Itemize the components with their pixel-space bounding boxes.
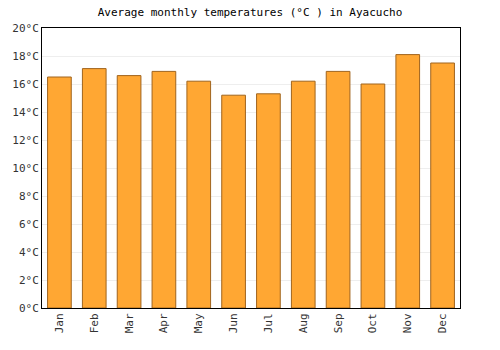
svg-text:Oct: Oct	[366, 313, 379, 333]
svg-text:8°C: 8°C	[19, 190, 39, 203]
svg-text:Sep: Sep	[332, 313, 345, 333]
svg-text:18°C: 18°C	[12, 50, 39, 63]
svg-text:16°C: 16°C	[12, 78, 39, 91]
svg-text:Average monthly temperatures (: Average monthly temperatures (°C ) in Ay…	[98, 6, 403, 19]
svg-text:Aug: Aug	[297, 313, 310, 333]
svg-text:Jul: Jul	[262, 313, 275, 333]
svg-text:6°C: 6°C	[19, 218, 39, 231]
svg-text:May: May	[192, 313, 205, 333]
svg-text:Jun: Jun	[227, 313, 240, 333]
svg-text:20°C: 20°C	[12, 22, 39, 35]
svg-text:Apr: Apr	[157, 313, 170, 333]
svg-text:Jan: Jan	[53, 313, 66, 333]
svg-text:Mar: Mar	[123, 313, 136, 333]
svg-text:10°C: 10°C	[12, 162, 39, 175]
svg-text:14°C: 14°C	[12, 106, 39, 119]
svg-text:Dec: Dec	[436, 313, 449, 333]
svg-text:Feb: Feb	[88, 313, 101, 333]
svg-text:Nov: Nov	[401, 313, 414, 333]
svg-text:2°C: 2°C	[19, 274, 39, 287]
svg-text:4°C: 4°C	[19, 246, 39, 259]
svg-text:0°C: 0°C	[19, 302, 39, 315]
svg-text:12°C: 12°C	[12, 134, 39, 147]
